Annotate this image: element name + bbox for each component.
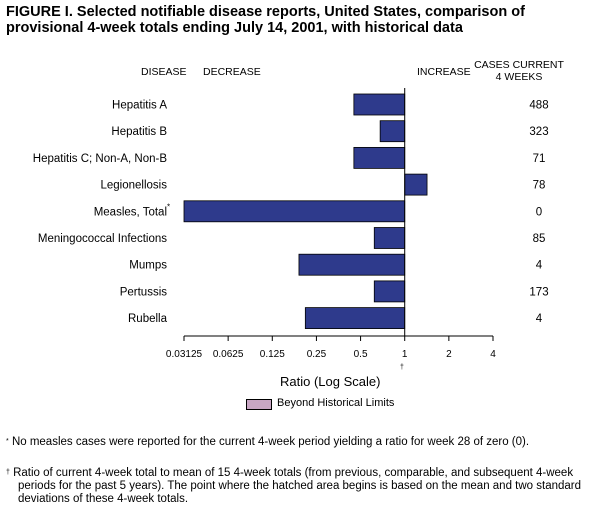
cases-value: 4 [536,313,543,325]
bar [404,173,428,196]
decrease-header: DECREASE [203,66,261,78]
bar [379,120,406,143]
bar [373,280,406,303]
bar [353,93,406,116]
category-label: Rubella [128,313,168,325]
footnote-1-mark: * [6,438,9,445]
x-tick-label: 2 [446,349,452,360]
category-label: Meningococcal Infections [38,233,167,245]
bar [304,307,406,330]
cases-header-line2: 4 WEEKS [495,71,543,83]
x-tick-label: 1 [402,349,408,360]
category-label: Legionellosis [101,180,168,192]
bar [373,227,406,249]
cases-header-line1: CASES CURRENT [474,59,564,71]
category-label: Measles, Total [94,206,167,218]
x-tick-label: 0.25 [307,349,327,360]
footnote-2-text: Ratio of current 4-week total to mean of… [13,467,582,505]
category-label: Hepatitis B [111,126,167,138]
cases-value: 323 [529,126,548,138]
footnote-2-mark: † [6,469,10,476]
cases-value: 0 [536,206,542,218]
cases-value: 78 [533,180,546,192]
x-tick-label: 0.5 [354,349,368,360]
bar [353,146,406,169]
footnote-1-text: No measles cases were reported for the c… [11,436,530,448]
category-label: Hepatitis A [112,100,167,112]
legend-label: Beyond Historical Limits [277,397,395,409]
cases-value: 4 [536,260,543,272]
figure-title: FIGURE I. Selected notifiable disease re… [6,4,525,36]
cases-value: 85 [533,233,546,245]
footnote-2: † Ratio of current 4-week total to mean … [6,467,600,506]
category-label: Hepatitis C; Non-A, Non-B [33,153,168,165]
x-tick-label: 0.125 [260,349,285,360]
category-label: Mumps [129,260,167,272]
x-tick-label: 0.0625 [213,349,244,360]
cases-value: 173 [529,286,548,298]
bar [183,200,406,223]
x-axis-title-marker: † [400,364,404,371]
x-tick-label: 0.03125 [166,349,203,360]
footnote-1: * No measles cases were reported for the… [6,436,600,449]
category-label: Pertussis [120,286,168,298]
category-marker: * [167,202,170,211]
cases-value: 71 [533,153,546,165]
cases-value: 488 [529,100,548,112]
increase-header: INCREASE [417,66,471,78]
disease-header: DISEASE [141,66,187,78]
legend-swatch [246,399,272,410]
x-tick-label: 4 [490,349,496,360]
x-axis-title: Ratio (Log Scale) [280,374,381,389]
cases-header: CASES CURRENT 4 WEEKS [472,59,566,83]
bar [298,253,406,276]
